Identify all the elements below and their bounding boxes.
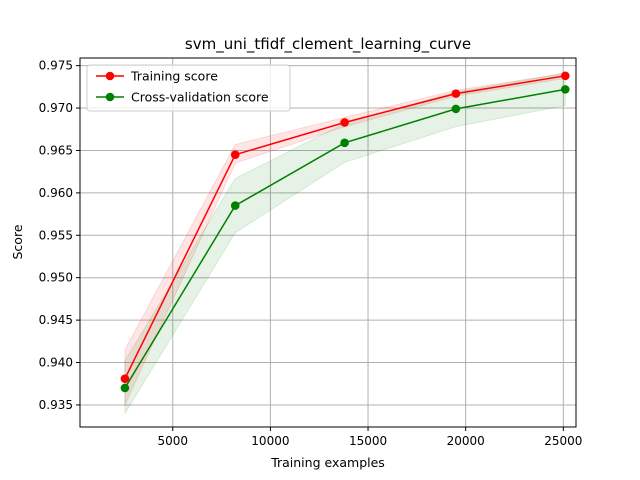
chart-title: svm_uni_tfidf_clement_learning_curve <box>185 35 471 54</box>
y-tick-label: 0.950 <box>39 271 73 285</box>
x-tick-label: 5000 <box>157 434 188 448</box>
training-score-point <box>120 374 130 383</box>
cross-validation-score-point <box>120 383 130 393</box>
y-axis-ticks: 0.935 0.940 0.945 0.950 0.955 0.960 0.965 0.970… <box>39 59 80 412</box>
cross-validation-score-point <box>451 104 461 114</box>
x-axis-label: Training examples <box>270 455 385 470</box>
legend-cross-validation-marker <box>105 92 115 102</box>
y-tick-label: 0.960 <box>39 186 73 200</box>
plot-frame <box>79 57 577 428</box>
legend: Training score Cross-validation score <box>86 64 291 112</box>
series-points <box>120 71 570 393</box>
y-tick-label: 0.945 <box>39 313 73 327</box>
legend-training-marker <box>105 71 115 81</box>
y-tick-label: 0.955 <box>39 228 73 242</box>
legend-training-label: Training score <box>130 69 218 84</box>
cross-validation-score-point <box>340 138 349 148</box>
x-axis-ticks: 5000 10000 15000 20000 25000 <box>157 427 582 448</box>
y-tick-label: 0.940 <box>39 356 73 370</box>
training-score-point <box>230 150 240 160</box>
training-score-point <box>451 89 461 98</box>
cross-validation-score-point <box>230 201 240 210</box>
y-tick-label: 0.965 <box>39 143 73 157</box>
x-tick-label: 15000 <box>349 434 387 448</box>
y-tick-label: 0.975 <box>39 59 73 73</box>
legend-box <box>86 64 291 112</box>
legend-cross-validation-label: Cross-validation score <box>131 90 269 105</box>
training-score-point <box>340 118 349 127</box>
cross-validation-score-point <box>560 85 570 94</box>
x-tick-label: 10000 <box>251 434 289 448</box>
training-score-point <box>560 71 570 81</box>
x-tick-label: 25000 <box>544 434 582 448</box>
x-tick-label: 20000 <box>447 434 485 448</box>
y-tick-label: 0.970 <box>39 101 73 115</box>
plot-area <box>80 58 576 427</box>
y-tick-label: 0.935 <box>39 398 73 412</box>
y-axis-label: Score <box>10 224 25 259</box>
